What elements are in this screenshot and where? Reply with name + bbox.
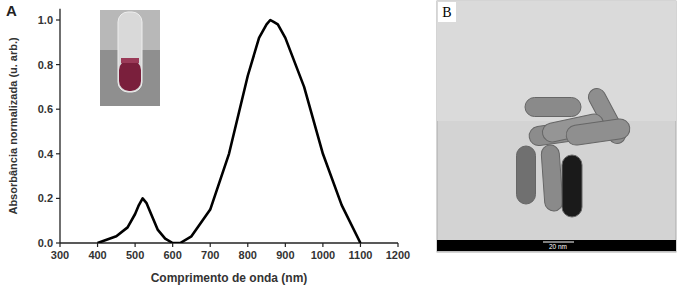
x-tick (172, 243, 173, 247)
x-tick-label: 1000 (311, 249, 335, 261)
x-tick (97, 243, 98, 247)
x-tick (360, 243, 361, 247)
x-tick-label: 400 (88, 249, 106, 261)
y-tick-label: 0.6 (38, 103, 53, 115)
panel-label: B (442, 5, 451, 20)
tube (118, 12, 142, 92)
x-tick-label: 500 (126, 249, 144, 261)
y-tick-label: 0.2 (38, 192, 53, 204)
y-tick-label: 0.4 (38, 148, 54, 160)
tem-panel: 20 nm B (437, 1, 676, 252)
y-tick (56, 19, 60, 20)
x-tick-label: 900 (276, 249, 294, 261)
x-tick-label: 300 (51, 249, 69, 261)
nanorod (541, 144, 564, 211)
x-tick-label: 1100 (349, 249, 373, 261)
x-tick (322, 243, 323, 247)
y-tick (56, 64, 60, 65)
y-tick-label: 1.0 (38, 14, 53, 26)
nanorod (562, 155, 582, 217)
x-axis-label: Comprimento de onda (nm) (151, 271, 308, 285)
x-tick-label: 700 (201, 249, 219, 261)
y-axis (59, 9, 60, 243)
x-tick (135, 243, 136, 247)
x-tick (210, 243, 211, 247)
tube-liquid (119, 60, 141, 91)
y-tick-label: 0.0 (38, 237, 53, 249)
y-axis-label: Absorbância normalizada (u. arb.) (7, 37, 19, 215)
panel-label: A (6, 2, 17, 19)
tem-background (437, 1, 676, 252)
x-axis (60, 242, 398, 243)
nanorod (565, 118, 631, 147)
liquid-surface (121, 58, 139, 63)
x-tick-label: 1200 (386, 249, 410, 261)
x-tick-label: 600 (163, 249, 181, 261)
panel-label-box (438, 2, 456, 22)
x-tick-label: 800 (239, 249, 257, 261)
y-tick-label: 0.8 (38, 59, 53, 71)
y-tick (56, 198, 60, 199)
scale-bar-strip (437, 240, 676, 251)
x-tick (247, 243, 248, 247)
tem-shade (437, 1, 676, 121)
y-tick (56, 242, 60, 243)
x-tick (397, 243, 398, 247)
inset-background (100, 10, 160, 106)
nanorod (517, 146, 536, 204)
x-tick (59, 243, 60, 247)
y-tick (56, 153, 60, 154)
nanorod (525, 98, 581, 117)
background (0, 0, 677, 289)
x-tick (285, 243, 286, 247)
scale-bar-label: 20 nm (549, 243, 567, 250)
inset-photo (100, 10, 160, 106)
y-tick (56, 109, 60, 110)
